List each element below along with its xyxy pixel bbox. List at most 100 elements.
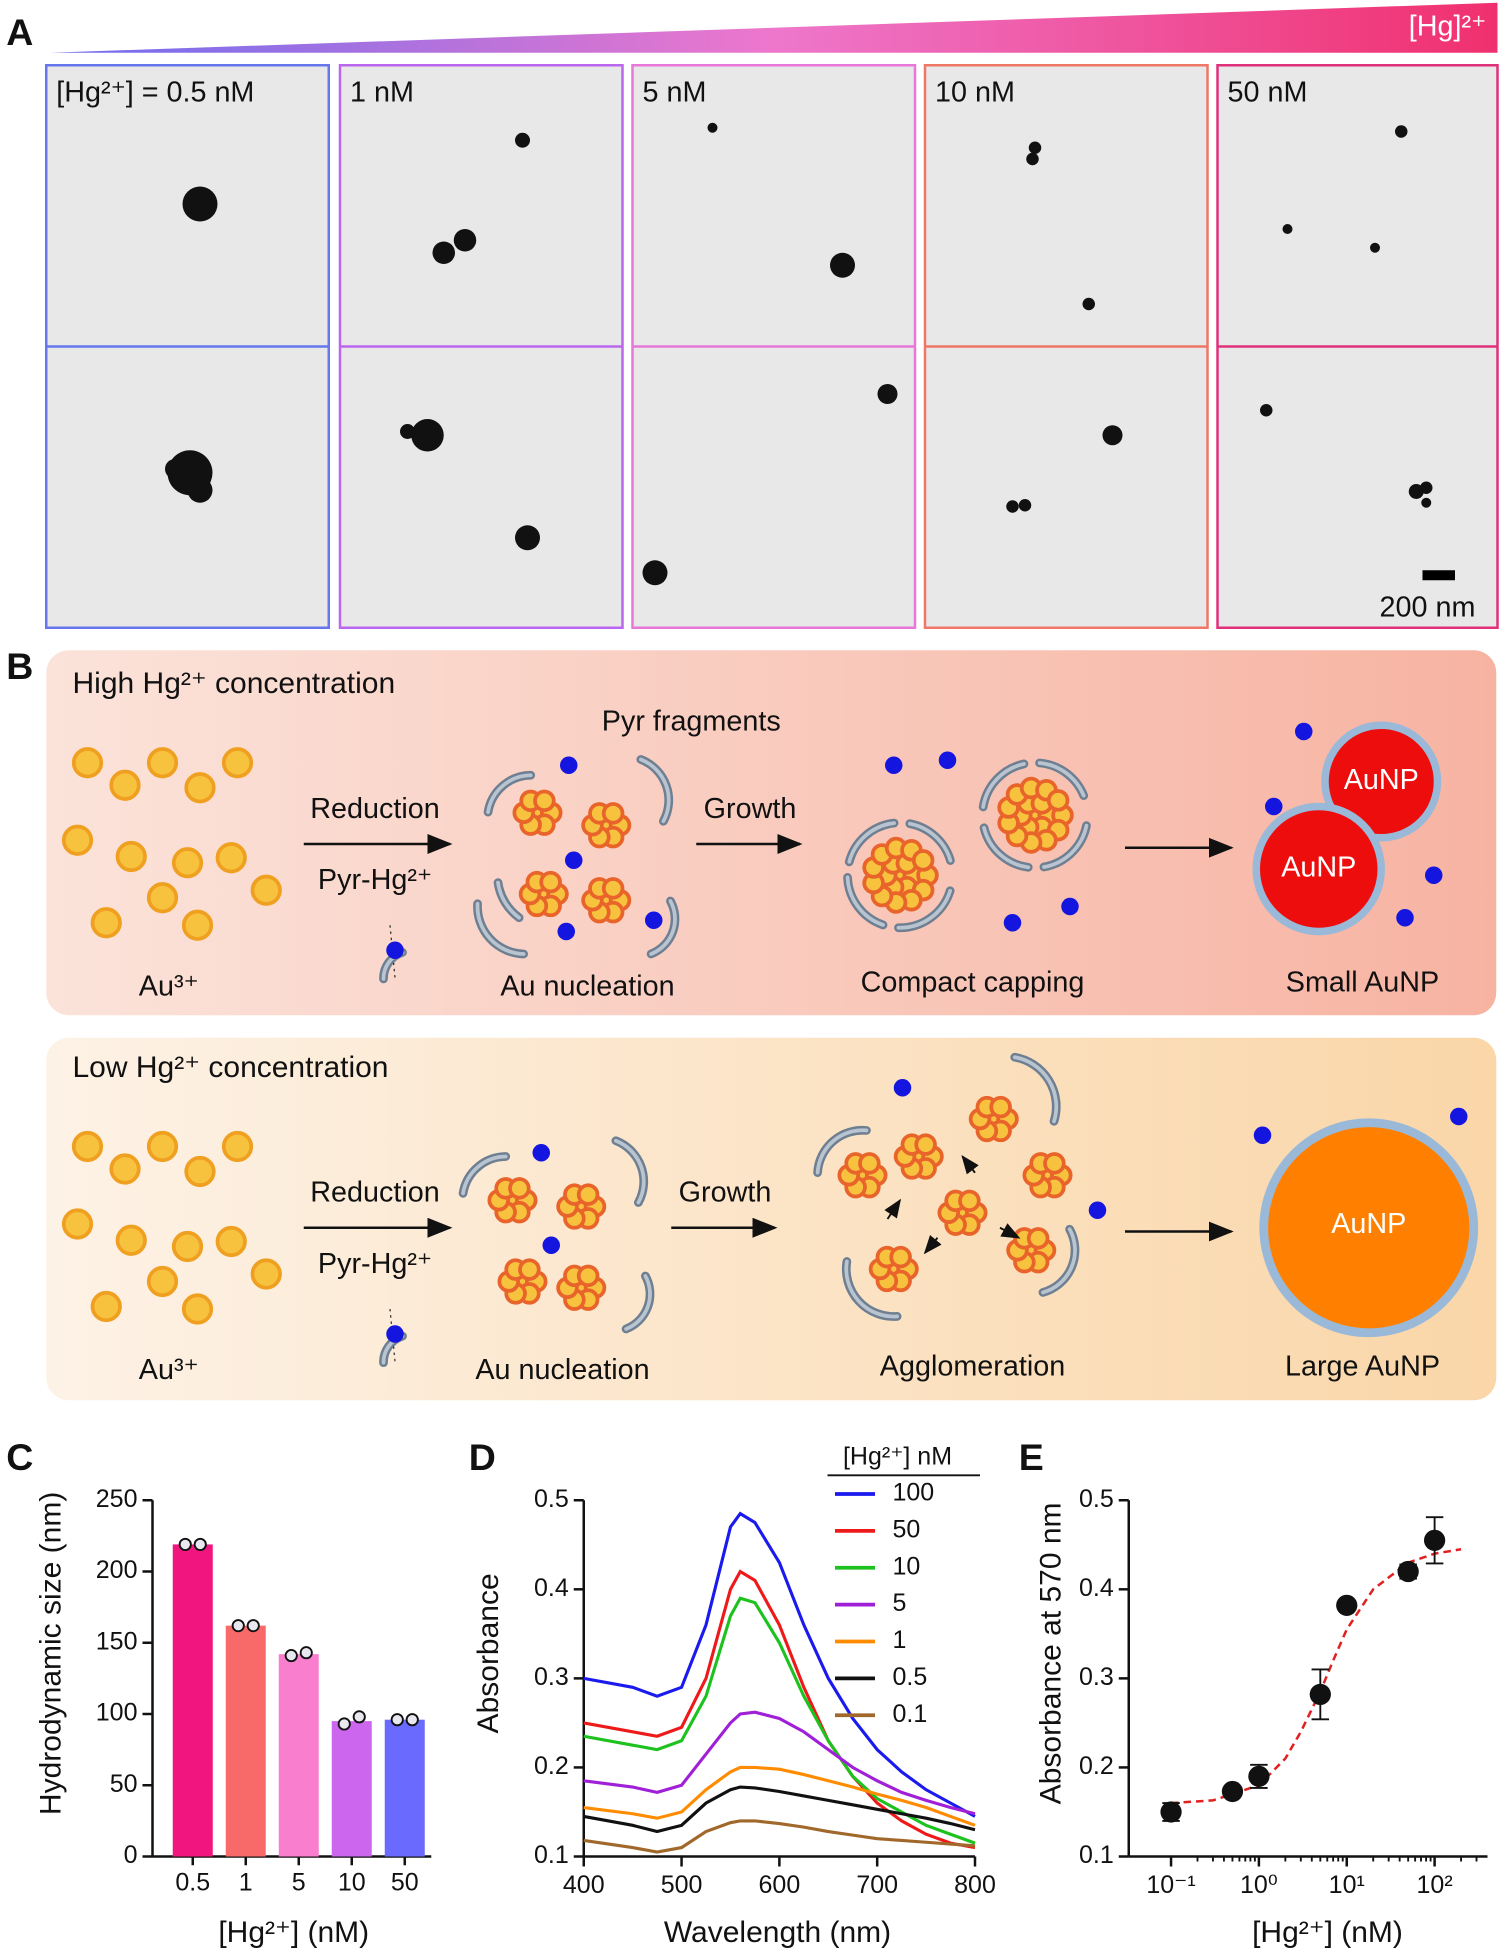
- au-ion: [90, 907, 122, 939]
- au-ion: [115, 1224, 147, 1256]
- replicate-point: [231, 1619, 245, 1633]
- replicate-point: [246, 1619, 260, 1633]
- au-atom: [1026, 1227, 1050, 1250]
- spectrum-line: [583, 1511, 976, 1818]
- replicate-point: [193, 1537, 207, 1551]
- particle: [515, 525, 540, 551]
- pyr-fragment-inner: [613, 1138, 646, 1205]
- au-ion: [115, 840, 147, 873]
- au-ion: [61, 824, 94, 856]
- au-ion: [181, 909, 214, 941]
- label: Au nucleation: [475, 1354, 649, 1386]
- particle: [1018, 499, 1032, 512]
- spectrum-line: [583, 1569, 976, 1850]
- label: High Hg²⁺ concentration: [73, 667, 396, 700]
- label: C: [6, 1436, 33, 1478]
- label: [Hg²⁺] = 0.5 nM: [56, 77, 254, 109]
- x-tick-label: 600: [759, 1871, 801, 1899]
- label: Au³⁺: [139, 970, 199, 1002]
- high-box: [46, 650, 1497, 1016]
- small-arrow: [999, 1223, 1021, 1239]
- label: Pyr-Hg²⁺: [318, 864, 432, 896]
- au-ion: [61, 1208, 94, 1240]
- label: Au³⁺: [139, 1354, 199, 1386]
- label: Small AuNP: [1286, 967, 1439, 999]
- x-tick-label: 1: [239, 1869, 253, 1897]
- y-tick-label: 0.2: [534, 1752, 569, 1780]
- pyr-fragment-inner: [1042, 823, 1089, 869]
- scale-label: 200 nm: [1380, 592, 1476, 624]
- hg-ion: [542, 1236, 560, 1254]
- pyr-fragment-inner: [1012, 1055, 1059, 1124]
- y-tick-label: 0.3: [534, 1663, 569, 1691]
- particle: [1006, 500, 1019, 513]
- particle: [877, 384, 898, 404]
- hg-ion: [1396, 909, 1414, 927]
- spectrum-line: [583, 1785, 976, 1834]
- label: 1 nM: [350, 77, 414, 109]
- x-tick-label: 10¹: [1329, 1871, 1365, 1899]
- particle: [432, 241, 455, 264]
- legend-label: 100: [893, 1479, 935, 1507]
- data-point: [1309, 1683, 1331, 1706]
- spectrum-line: [583, 1765, 976, 1827]
- y-tick-label: 150: [96, 1627, 138, 1655]
- bar: [384, 1719, 425, 1857]
- label: Growth: [679, 1177, 772, 1209]
- au-ion: [181, 1293, 214, 1325]
- au-ion: [146, 1130, 179, 1163]
- au-atom: [533, 789, 556, 813]
- pyr-fragment-inner: [815, 1128, 869, 1175]
- au-ion: [109, 769, 141, 801]
- data-point: [1221, 1780, 1244, 1803]
- au-ion: [215, 842, 247, 874]
- au-atom: [889, 1245, 912, 1269]
- particle: [707, 122, 718, 133]
- legend-label: 0.1: [893, 1700, 928, 1728]
- particle: [1260, 404, 1273, 417]
- pyr-fragment-inner: [847, 821, 896, 864]
- legend-label: 1: [893, 1626, 907, 1654]
- y-axis-title: Absorbance: [472, 1573, 505, 1733]
- label: Au nucleation: [500, 970, 674, 1002]
- hg-ion: [885, 756, 903, 774]
- pyr-fragment-inner: [461, 1154, 508, 1196]
- small-arrow: [961, 1155, 979, 1175]
- label: Growth: [704, 793, 797, 825]
- au-ion: [250, 1258, 282, 1290]
- au-ion: [184, 772, 216, 804]
- au-atom: [958, 1189, 981, 1213]
- y-tick-label: 0.4: [534, 1574, 569, 1602]
- au-ion: [221, 747, 254, 779]
- particle: [187, 477, 213, 503]
- gradient-wedge: [50, 2, 1498, 53]
- y-axis-title: Absorbance at 570 nm: [1034, 1502, 1067, 1804]
- legend-title: [Hg²⁺] nM: [843, 1442, 952, 1470]
- scale-bar: [1422, 570, 1455, 581]
- y-tick-label: 0: [124, 1841, 138, 1869]
- x-axis-title: [Hg²⁺] (nM): [1252, 1916, 1403, 1949]
- hg-ion: [893, 1079, 912, 1097]
- pyr-fragment-inner: [981, 762, 1026, 809]
- au-atom: [576, 1264, 600, 1288]
- au-ion: [146, 747, 179, 779]
- label: B: [6, 645, 33, 687]
- y-tick-label: 0.2: [1079, 1752, 1114, 1780]
- particle: [1370, 242, 1380, 253]
- y-tick-label: 50: [110, 1770, 138, 1798]
- au-atom: [539, 870, 562, 894]
- hg-ion: [645, 911, 663, 929]
- replicate-point: [299, 1646, 313, 1660]
- x-tick-label: 50: [391, 1869, 419, 1897]
- particle: [453, 229, 477, 252]
- au-atom: [508, 1177, 531, 1200]
- small-arrow: [884, 1198, 902, 1220]
- hg-ion: [1253, 1126, 1272, 1144]
- au-ion: [90, 1290, 122, 1323]
- particle: [1420, 481, 1433, 494]
- y-tick-label: 100: [96, 1699, 138, 1727]
- pyr-fragment-inner: [649, 899, 677, 956]
- x-axis-title: Wavelength (nm): [664, 1916, 891, 1949]
- hg-ion: [1295, 722, 1313, 741]
- x-tick-label: 0.5: [175, 1869, 210, 1897]
